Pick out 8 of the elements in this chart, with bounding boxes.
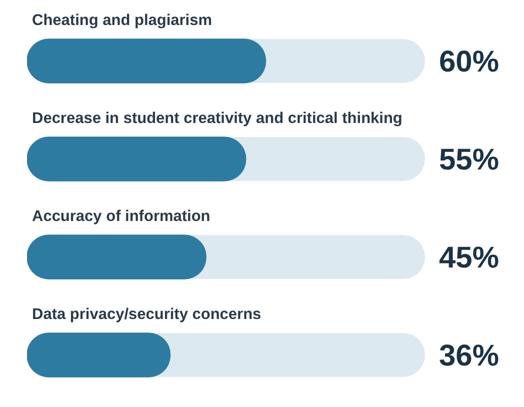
y-tick-label: Cheating and plagiarism [32, 12, 212, 29]
data-label: 55% [439, 143, 500, 176]
data-label: 36% [439, 339, 500, 372]
data-label: 60% [439, 45, 500, 78]
data-label: 45% [439, 241, 500, 274]
y-tick-label: Decrease in student creativity and critical thinking [32, 110, 402, 127]
y-tick-label: Accuracy of information [32, 208, 210, 225]
y-tick-label: Data privacy/security concerns [32, 306, 262, 323]
